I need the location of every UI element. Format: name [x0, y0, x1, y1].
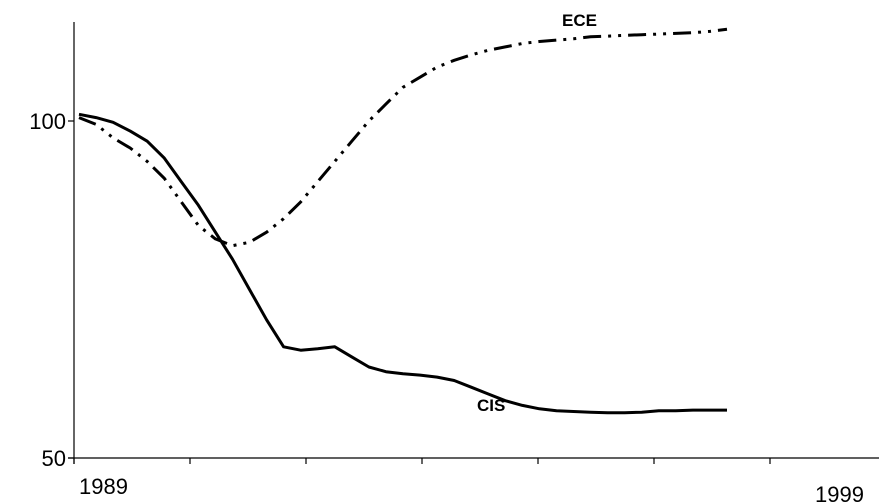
- series-layer: [78, 27, 728, 415]
- axes: [68, 22, 879, 464]
- series-label-ece: ECE: [562, 11, 597, 30]
- y-tick-label-50: 50: [42, 446, 66, 471]
- series-line-cis: [78, 112, 727, 415]
- labels-layer: 100 50 1989 1999 ECE CIS: [29, 11, 864, 504]
- x-tick-label-end: 1999: [815, 482, 864, 504]
- series-label-cis: CIS: [477, 396, 505, 415]
- series-line-ece: [78, 27, 728, 248]
- y-tick-label-100: 100: [29, 109, 66, 134]
- x-tick-label-start: 1989: [79, 474, 128, 499]
